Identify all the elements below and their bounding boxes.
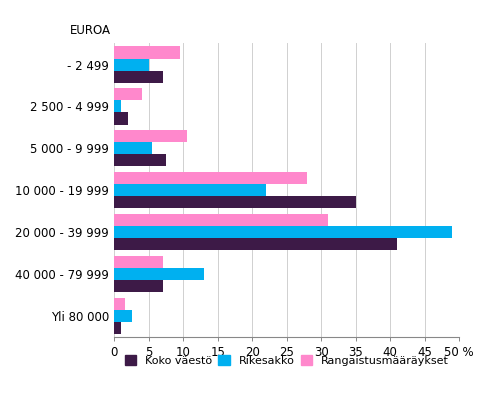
Bar [114,298,124,310]
Bar [114,154,166,166]
Bar [114,142,152,154]
Bar [114,172,307,184]
Bar [114,214,327,226]
Bar [114,100,121,112]
Text: EUROA: EUROA [69,24,110,37]
Bar [114,322,121,334]
Legend: Koko väestö, Rikesakko, Rangaistusmääräykset: Koko väestö, Rikesakko, Rangaistusmääräy… [120,351,452,370]
Bar [114,184,265,196]
Bar [114,310,131,322]
Bar [114,238,396,250]
Bar [114,112,128,125]
Bar [114,226,451,238]
Bar [114,268,203,280]
Bar [114,280,163,292]
Bar [114,130,186,142]
Bar [114,71,163,83]
Bar [114,88,142,100]
Bar [114,59,149,71]
Bar [114,196,355,208]
Bar [114,256,163,268]
Bar [114,46,180,59]
